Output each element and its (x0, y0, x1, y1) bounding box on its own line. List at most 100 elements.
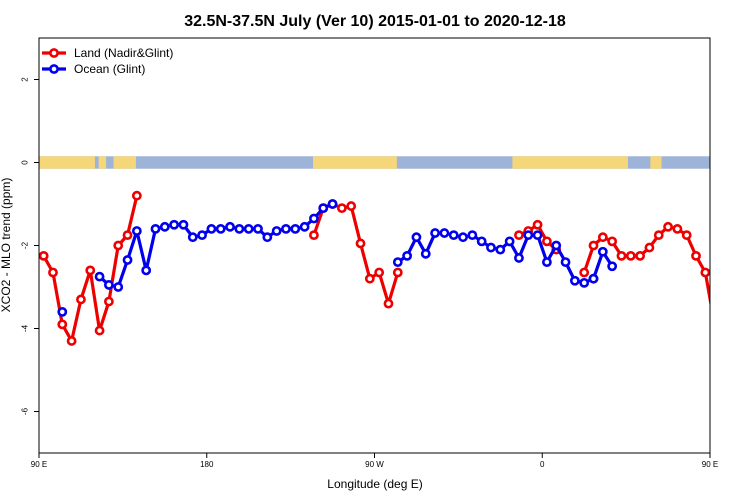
x-tick-label: 0 (540, 460, 545, 469)
data-point (39, 250, 49, 261)
data-point (560, 257, 571, 267)
data-point (178, 219, 189, 230)
data-point (514, 230, 524, 241)
data-point (579, 267, 590, 278)
data-point (271, 226, 282, 236)
series-layer (39, 190, 737, 346)
data-point (94, 271, 105, 282)
data-point (234, 223, 245, 234)
data-point (243, 223, 254, 234)
data-point (532, 219, 543, 230)
data-point (48, 267, 58, 278)
data-point (355, 238, 366, 249)
data-point (299, 221, 310, 232)
data-point (430, 228, 440, 238)
data-point (625, 250, 636, 261)
data-point (131, 190, 142, 201)
data-point (309, 213, 319, 224)
map-land (39, 156, 95, 169)
data-point (383, 298, 394, 309)
data-point (66, 336, 77, 346)
data-point (709, 310, 710, 314)
data-point (730, 296, 737, 303)
data-point (103, 280, 114, 290)
data-point (187, 232, 198, 243)
data-point (588, 273, 599, 284)
map-strip (39, 156, 710, 169)
legend-entry: Land (Nadir&Glint) (74, 46, 173, 60)
y-tick-label: 2 (21, 77, 30, 82)
data-point (402, 250, 413, 261)
series-ocean (57, 199, 710, 317)
data-point (644, 242, 655, 253)
data-point (495, 244, 506, 255)
x-tick-label: 90 W (365, 460, 384, 469)
data-point (327, 199, 338, 209)
data-point (141, 265, 152, 276)
data-point (691, 250, 701, 261)
data-point (85, 265, 96, 276)
data-point (113, 240, 124, 251)
data-point (150, 223, 161, 234)
data-point (309, 230, 319, 241)
legend-entry: Ocean (Glint) (74, 62, 145, 76)
data-point (700, 267, 710, 278)
data-point (653, 230, 664, 241)
data-point (225, 221, 235, 232)
legend-marker (49, 48, 59, 58)
data-point (262, 232, 273, 243)
data-point (542, 257, 552, 267)
map-land (113, 156, 136, 169)
series-land (39, 190, 737, 346)
data-point (607, 236, 618, 247)
data-point (374, 267, 385, 278)
data-point (122, 230, 133, 241)
data-point (458, 232, 468, 243)
data-point (392, 257, 403, 267)
y-axis-label: XCO2 - MLO trend (ppm) (0, 178, 13, 313)
data-point (467, 230, 478, 241)
legend-marker (49, 64, 59, 74)
data-point (113, 282, 124, 292)
data-point (439, 228, 450, 238)
data-point (597, 246, 608, 257)
data-point (542, 236, 552, 247)
data-point (392, 267, 403, 278)
data-point (94, 325, 105, 336)
data-point (672, 223, 683, 234)
map-land (98, 156, 107, 169)
map-land (650, 156, 662, 169)
data-point (197, 230, 207, 241)
data-point (336, 203, 347, 214)
y-tick-label: 0 (21, 160, 30, 165)
x-tick-label: 180 (200, 460, 214, 469)
series-line (312, 202, 400, 306)
data-point (476, 236, 487, 247)
data-point (532, 230, 543, 241)
data-point (364, 273, 375, 284)
data-point (486, 242, 496, 253)
data-point (551, 240, 562, 251)
data-point (569, 275, 580, 286)
data-point (504, 236, 515, 247)
data-point (448, 230, 459, 241)
y-tick-label: -4 (21, 324, 30, 332)
data-point (253, 223, 263, 234)
y-tick-label: -6 (21, 407, 30, 415)
map-land (312, 156, 397, 169)
data-point (411, 232, 422, 243)
chart-title: 32.5N-37.5N July (Ver 10) 2015-01-01 to … (184, 13, 566, 30)
data-point (131, 226, 142, 236)
data-point (709, 322, 710, 326)
data-point (57, 319, 68, 330)
data-point (215, 223, 226, 234)
legend: Land (Nadir&Glint) Ocean (Glint) (42, 46, 173, 76)
data-point (169, 219, 180, 230)
data-point (523, 230, 534, 241)
data-point (281, 223, 291, 234)
data-point (346, 201, 357, 211)
x-axis: 90 E 180 90 W 0 90 E (31, 453, 718, 469)
data-point (607, 261, 618, 272)
x-tick-label: 90 E (702, 460, 718, 469)
